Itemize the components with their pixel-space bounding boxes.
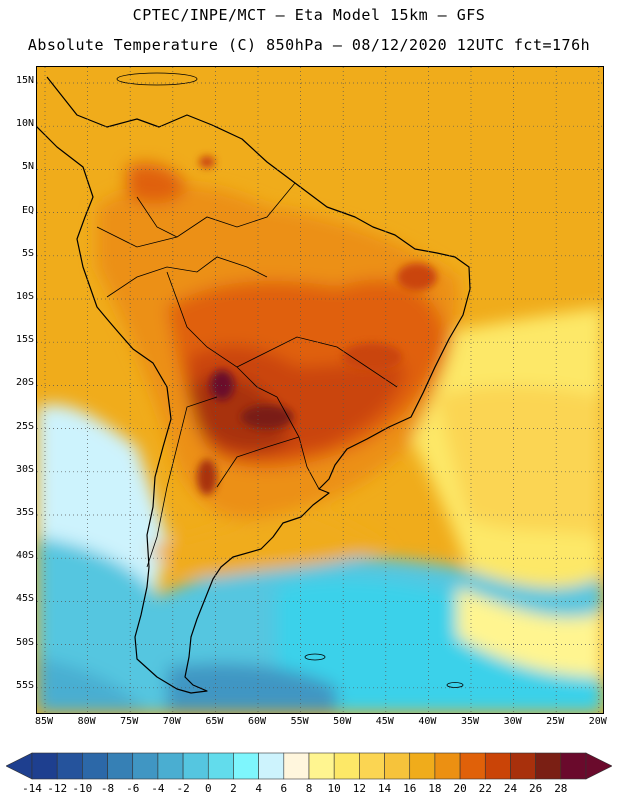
colorbar-label: 20 [453,782,467,795]
longitude-label: 85W [34,716,54,727]
hot-core [197,156,437,495]
longitude-label: 60W [247,716,267,727]
colorbar-segment [333,752,360,780]
colorbar-segment [182,752,209,780]
colorbar-segment [434,752,461,780]
colorbar-label: 22 [478,782,492,795]
latitude-label: 55S [15,679,34,691]
colorbar-label: 16 [403,782,417,795]
latitude-label: 15S [15,334,34,346]
colorbar-label: 10 [327,782,341,795]
longitude-label: 40W [418,716,437,727]
longitude-label: 50W [333,716,352,727]
colorbar-label: 0 [204,782,212,795]
colorbar-segment [484,752,511,780]
colorbar-max-arrow [585,752,612,780]
latitude-label: EQ [21,204,34,216]
south-georgia [446,682,464,688]
colorbar-label: -12 [47,782,68,795]
colorbar-label: -6 [126,782,140,795]
longitude-label: 80W [77,716,96,727]
colorbar-label: -14 [22,782,42,795]
longitude-label: 25W [546,716,565,727]
caribbean-islands [116,72,198,86]
longitude-label: 70W [162,716,181,727]
colorbar-segment [283,752,310,780]
colorbar-label: 18 [428,782,442,795]
colorbar-segment [132,752,159,780]
longitude-label: 35W [460,716,480,727]
latitude-label: 35S [15,507,34,518]
colorbar-segment [384,752,411,780]
colorbar-segment [510,752,536,780]
colorbar-segment [157,752,184,780]
latitude-label: 45S [15,593,34,605]
colorbar-segment [535,752,562,780]
colorbar-label: 28 [554,782,568,795]
colorbar-label: -2 [176,782,190,795]
colorbar-segment [359,752,385,780]
colorbar-label: 8 [305,782,313,795]
colorbar-label: 14 [377,782,392,795]
colorbar-label: -10 [72,782,93,795]
colorbar-segment [82,752,108,780]
colorbar-segment [107,752,134,780]
longitude-label: 55W [290,716,309,727]
longitude-label: 45W [375,716,394,727]
latitude-label: 20S [15,377,34,389]
latitude-label: 40S [15,550,34,562]
coastline [37,76,471,694]
colorbar-label: 12 [352,782,366,795]
map-title-line2: Absolute Temperature (C) 850hPa – 08/12/… [27,36,591,54]
colorbar-label: 4 [255,782,262,795]
latitude-label: 5S [21,247,34,259]
colorbar-segment [258,752,285,780]
latitude-label: 50S [15,636,34,648]
colorbar-label: -8 [100,782,115,795]
colorbar-min-arrow [6,752,33,780]
colorbar-segment [308,752,335,780]
colorbar-label: 24 [503,782,518,795]
latitude-label: 10N [15,118,34,130]
national-borders [96,182,398,568]
latitude-label: 25S [15,420,34,432]
colorbar-label: 2 [230,782,237,795]
colorbar-label: 26 [529,782,543,795]
colorbar-label: -4 [151,782,165,795]
longitude-label: 20W [588,716,607,727]
longitude-label: 30W [503,716,522,727]
colorbar-segment [560,752,587,780]
latitude-label: 10S [15,291,34,302]
latitude-label: 15N [15,75,34,86]
colorbar [6,752,612,780]
map-canvas [37,67,603,713]
colorbar-segment [409,752,436,780]
temperature-map [36,66,604,714]
colorbar-segment [207,752,234,780]
colorbar-segment [233,752,259,780]
longitude-label: 65W [205,716,224,727]
falkland-islands [304,653,326,661]
longitude-label: 75W [120,716,139,727]
colorbar-label: 6 [280,782,288,795]
latitude-label: 30S [15,463,34,475]
colorbar-segment [56,752,83,780]
colorbar-segment [459,752,486,780]
colorbar-segment [31,752,58,780]
map-title-line1: CPTEC/INPE/MCT – Eta Model 15km – GFS [132,6,486,24]
latitude-label: 5N [21,161,34,173]
temperature-field [37,163,603,713]
